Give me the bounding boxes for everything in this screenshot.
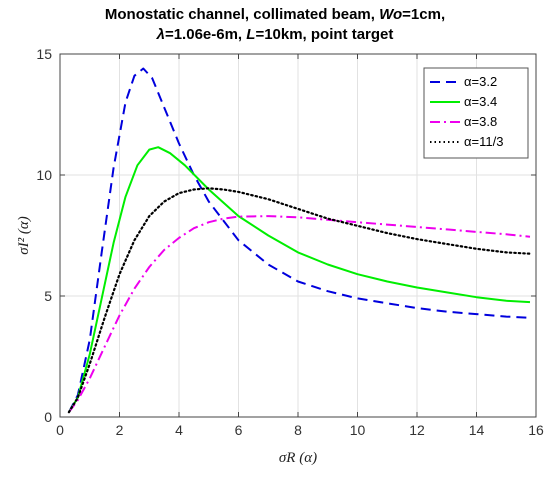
legend-label-2: α=3.8 — [464, 114, 497, 129]
legend-label-0: α=3.2 — [464, 74, 497, 89]
x-tick-label: 6 — [235, 422, 243, 438]
y-tick-label: 5 — [44, 288, 52, 304]
x-tick-label: 14 — [469, 422, 485, 438]
x-tick-label: 16 — [528, 422, 544, 438]
series-line-1 — [68, 146, 531, 413]
series-line-0 — [68, 67, 531, 413]
x-axis-label: σR (α) — [279, 450, 317, 466]
chart-title-line2: λ=1.06e-6m, L=10km, point target — [156, 26, 394, 43]
chart-title-line1: Monostatic channel, collimated beam, Wo=… — [104, 6, 446, 23]
legend-label-3: α=11/3 — [464, 134, 503, 149]
legend-box — [423, 67, 529, 159]
x-tick-label: 10 — [350, 422, 366, 438]
x-tick-label: 8 — [294, 422, 302, 438]
x-tick-label: 0 — [56, 422, 64, 438]
y-tick-label: 0 — [44, 409, 52, 425]
series-line-2 — [68, 215, 531, 413]
x-tick-label: 2 — [116, 422, 124, 438]
y-tick-label: 10 — [36, 167, 52, 183]
x-tick-label: 4 — [175, 422, 183, 438]
x-tick-label: 12 — [409, 422, 425, 438]
series-line-3 — [67, 187, 532, 414]
y-axis-label: σI² (α) — [16, 216, 32, 255]
y-tick-label: 15 — [36, 46, 52, 62]
legend-label-1: α=3.4 — [464, 94, 497, 109]
